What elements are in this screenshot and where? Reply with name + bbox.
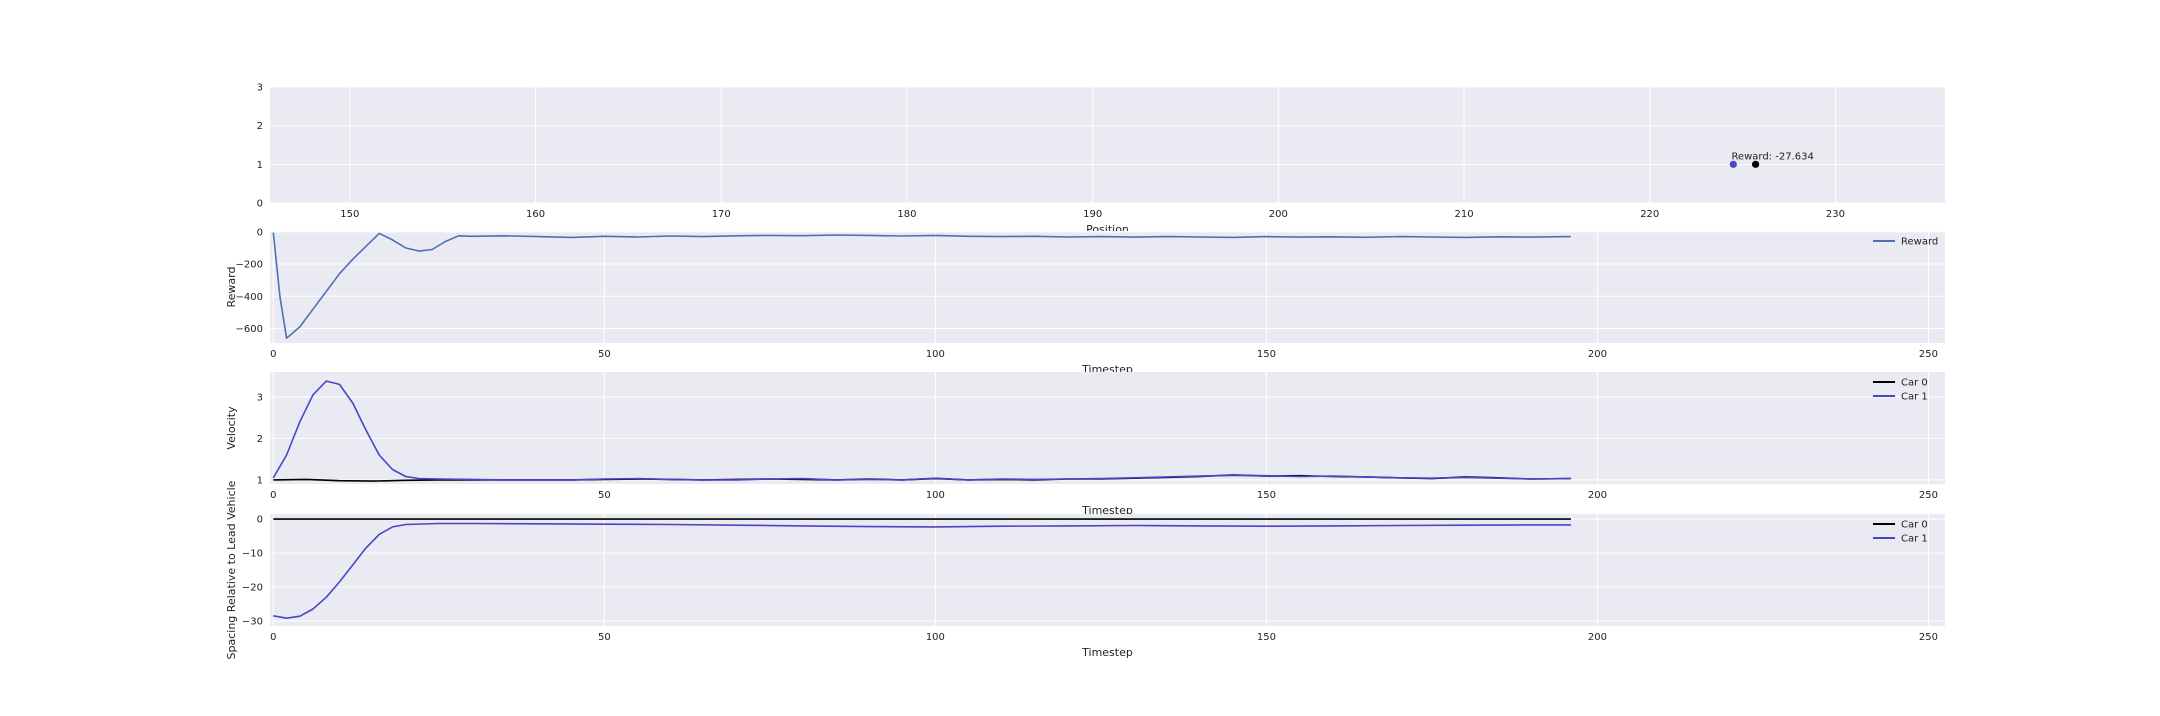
x-tick-label: 200 — [1269, 209, 1288, 220]
plot-marks — [273, 518, 1571, 619]
y-tick-label: 0 — [257, 199, 263, 210]
x-tick-label: 230 — [1826, 209, 1845, 220]
y-tick-label: −20 — [242, 582, 263, 593]
x-tick-label: 0 — [270, 349, 276, 360]
y-tick-label: −10 — [242, 549, 263, 560]
y-tick-label: 3 — [257, 83, 263, 94]
x-tick-label: 50 — [598, 490, 611, 501]
x-tick-label: 0 — [270, 490, 276, 501]
x-tick-label: 200 — [1588, 349, 1607, 360]
legend: Reward — [1873, 237, 1938, 248]
x-tick-label: 220 — [1640, 209, 1659, 220]
y-axis-label: Velocity — [225, 406, 238, 450]
legend-label: Car 1 — [1901, 392, 1928, 403]
plot-marks — [272, 232, 1571, 339]
x-tick-label: 210 — [1454, 209, 1473, 220]
scatter-point-1 — [1729, 160, 1737, 168]
y-tick-label: −600 — [236, 324, 263, 335]
x-tick-label: 150 — [1257, 349, 1276, 360]
x-tick-label: 180 — [897, 209, 916, 220]
x-tick-label: 100 — [926, 349, 945, 360]
x-tick-label: 250 — [1919, 349, 1938, 360]
legend-label: Car 1 — [1901, 534, 1928, 545]
y-axis-label: Spacing Relative to Lead Vehicle — [225, 480, 238, 659]
x-axis-label: Timestep — [1081, 646, 1133, 659]
x-tick-label: 150 — [340, 209, 359, 220]
plot-area — [270, 87, 1945, 203]
y-tick-label: 1 — [257, 160, 263, 171]
x-tick-label: 200 — [1588, 490, 1607, 501]
y-tick-label: 2 — [257, 434, 263, 445]
plot-area — [270, 231, 1945, 343]
subplot-4: 0 50 100 150 200 250 0 −10 −20 −30 Timestep Spacing… — [225, 480, 1945, 659]
plot-area — [270, 372, 1945, 484]
y-tick-label: 1 — [257, 475, 263, 486]
y-axis-label: Reward — [225, 267, 238, 308]
x-tick-label: 160 — [526, 209, 545, 220]
subplot-2: 0 50 100 150 200 2500−200−400−600TimestepRewa… — [225, 227, 1945, 376]
legend: Car 0 Car 1 — [1873, 520, 1928, 545]
subplot-1: 150 160 170 180 190 200 210 220 2300123PositionR… — [257, 83, 1945, 236]
series-line-car-1 — [272, 380, 1571, 481]
legend-label: Car 0 — [1901, 378, 1928, 389]
x-tick-label: 150 — [1257, 490, 1276, 501]
x-tick-label: 190 — [1083, 209, 1102, 220]
x-tick-label: 50 — [598, 349, 611, 360]
legend: Car 0 Car 1 — [1873, 378, 1928, 403]
y-tick-label: −200 — [236, 260, 263, 271]
x-tick-label: 200 — [1588, 632, 1607, 643]
x-axis-label: Timestep — [1081, 504, 1133, 517]
legend-label: Reward — [1901, 237, 1938, 248]
x-tick-label: 100 — [926, 632, 945, 643]
plot-marks — [272, 380, 1571, 482]
reward-annotation: Reward: -27.634 — [1731, 151, 1813, 162]
series-line-car-1 — [273, 522, 1571, 619]
x-tick-label: 150 — [1257, 632, 1276, 643]
y-tick-label: 0 — [257, 515, 263, 526]
legend-label: Car 0 — [1901, 520, 1928, 531]
y-tick-label: 3 — [257, 392, 263, 403]
x-tick-label: 170 — [712, 209, 731, 220]
plot-area — [270, 514, 1945, 626]
x-tick-label: 250 — [1919, 632, 1938, 643]
y-tick-label: −30 — [242, 616, 263, 627]
x-tick-label: 0 — [270, 632, 276, 643]
scatter-point-2 — [1751, 160, 1760, 168]
series-line-reward — [272, 232, 1571, 339]
x-tick-label: 100 — [926, 490, 945, 501]
y-tick-label: 2 — [257, 121, 263, 132]
x-tick-label: 50 — [598, 632, 611, 643]
plot-marks — [1729, 160, 1760, 168]
y-tick-label: 0 — [257, 227, 263, 238]
y-tick-label: −400 — [236, 292, 263, 303]
x-tick-label: 250 — [1919, 490, 1938, 501]
